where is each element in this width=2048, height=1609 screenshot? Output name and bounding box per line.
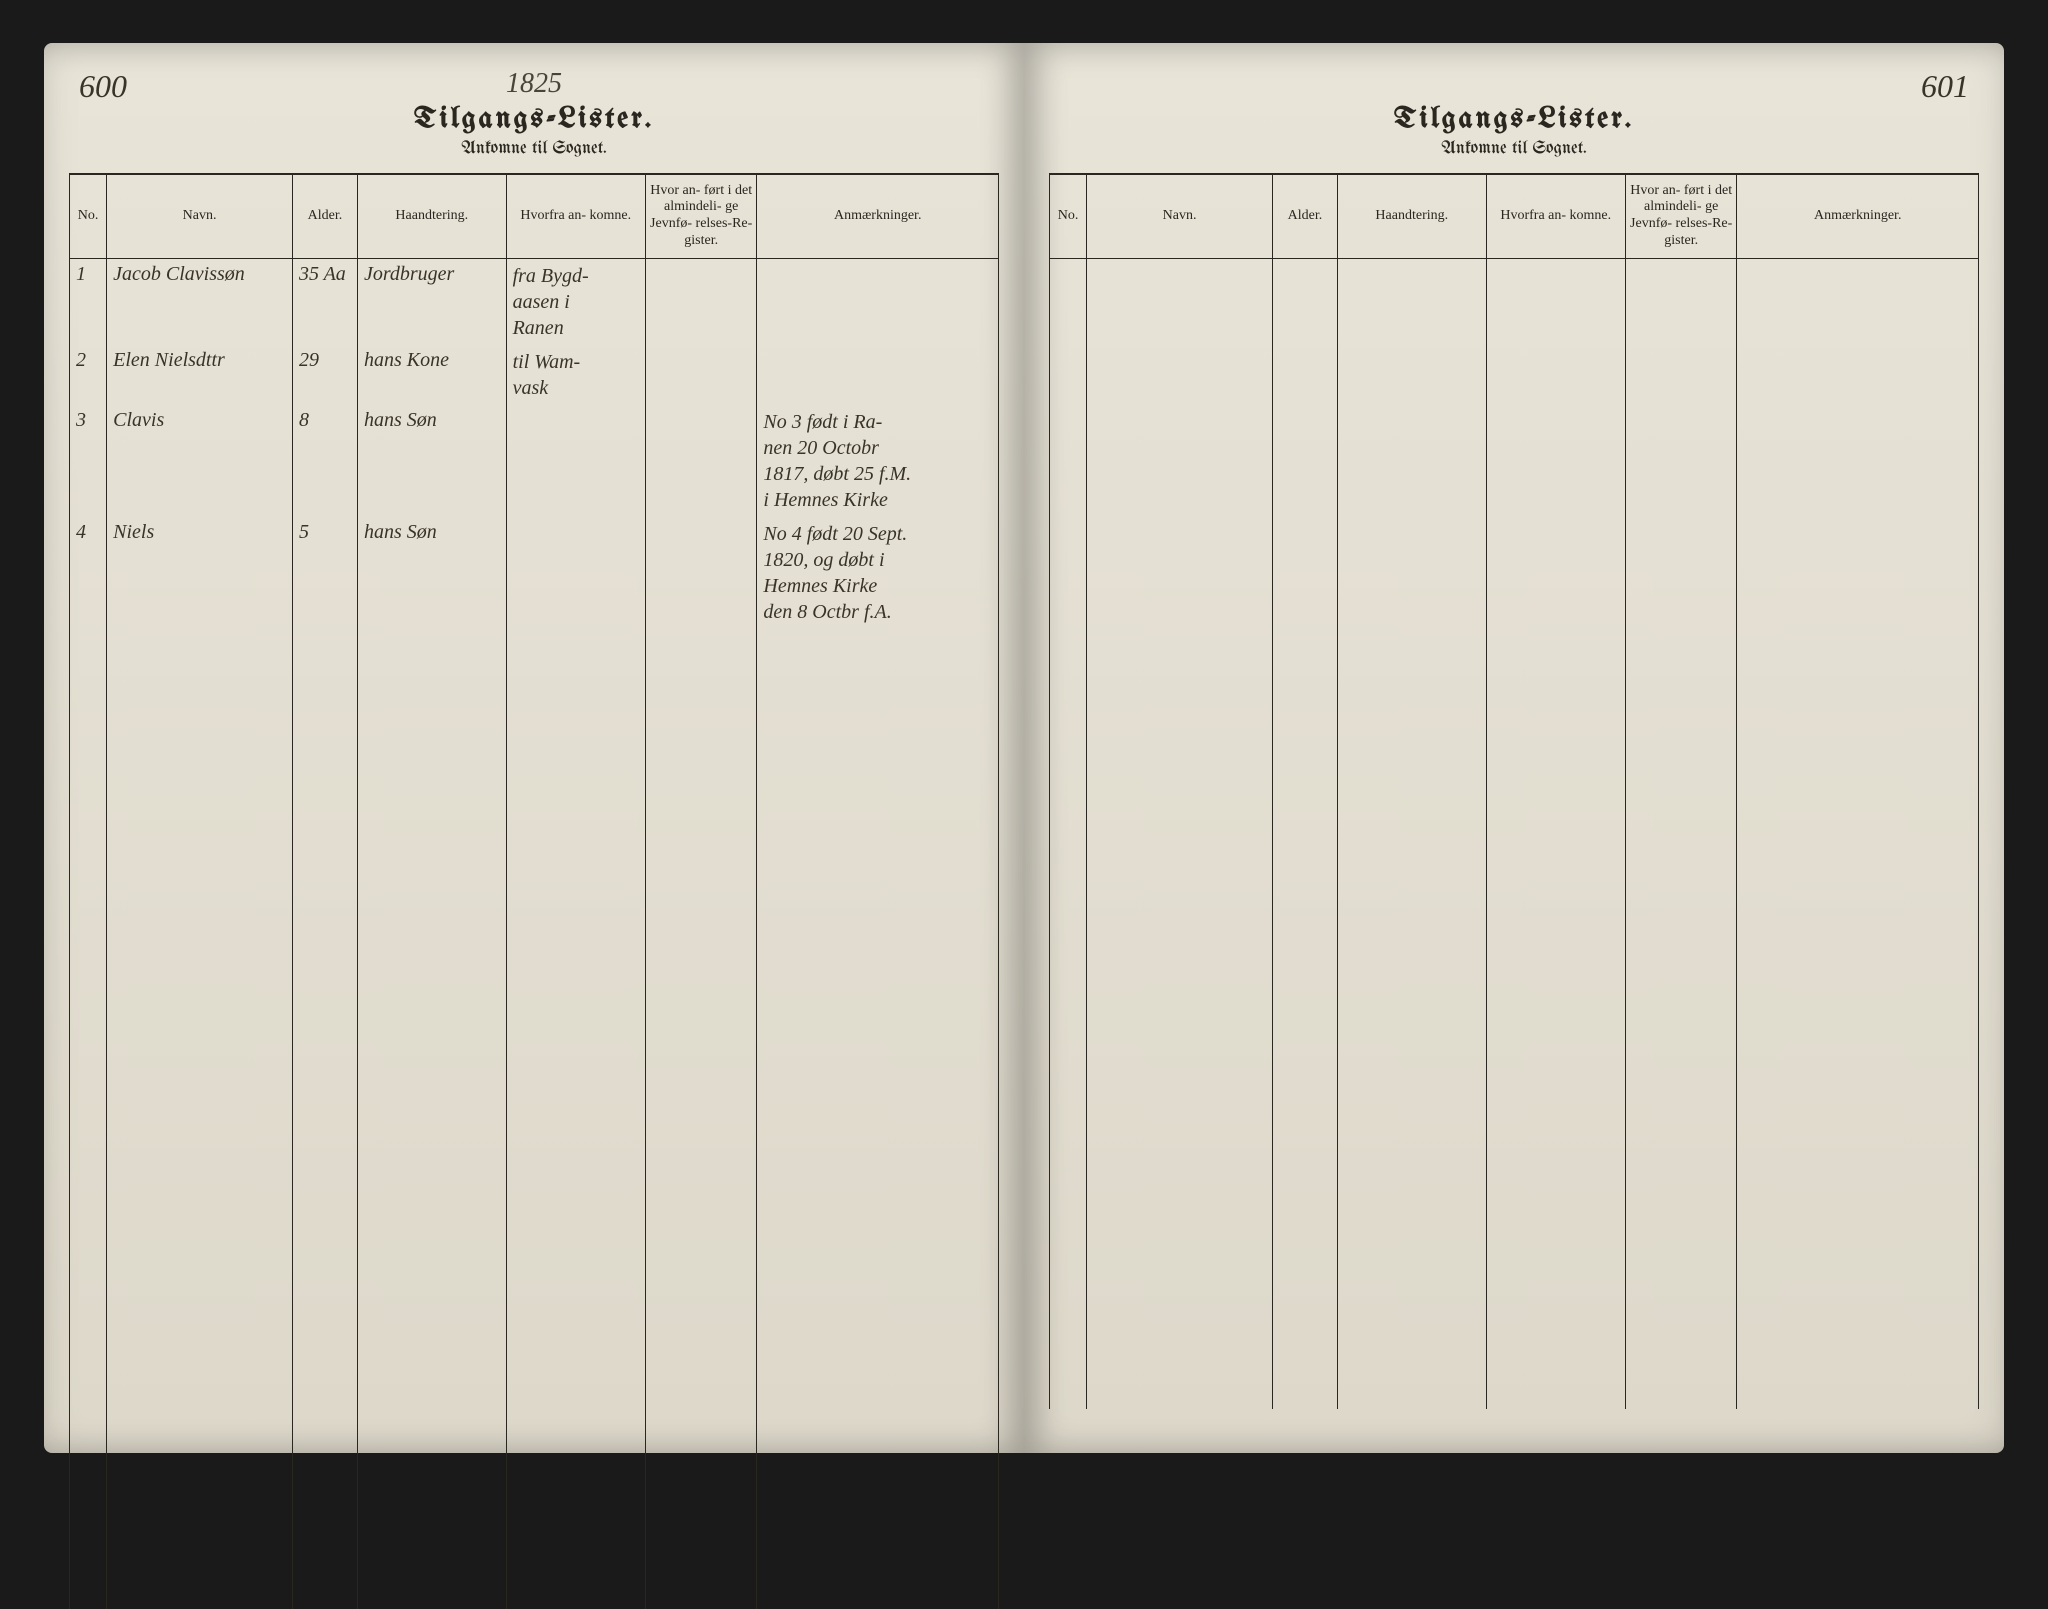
cell-notes xyxy=(757,259,999,346)
cell-no: 4 xyxy=(70,517,107,629)
cell-work: hans Søn xyxy=(357,517,506,629)
cell-from xyxy=(506,517,645,629)
cell-notes: No 4 født 20 Sept.1820, og døbt iHemnes … xyxy=(757,517,999,629)
table-row: 2Elen Nielsdttr29hans Konetil Wam-vask xyxy=(70,345,999,405)
col-header-no: No. xyxy=(1050,174,1087,259)
cell-work: Jordbruger xyxy=(357,259,506,346)
cell-work: hans Søn xyxy=(357,405,506,517)
filler-cell xyxy=(1625,259,1736,1409)
col-header-age: Alder. xyxy=(292,174,357,259)
filler-cell xyxy=(1050,259,1087,1409)
filler-cell xyxy=(1272,259,1337,1409)
filler-cell xyxy=(70,629,107,1609)
cell-from: fra Bygd-aasen iRanen xyxy=(506,259,645,346)
title-block-left: Tilgangs-Lister. Ankomne til Sognet. xyxy=(69,103,999,158)
cell-ref xyxy=(645,517,756,629)
filler-cell xyxy=(506,629,645,1609)
filler-cell xyxy=(1087,259,1273,1409)
cell-name: Niels xyxy=(107,517,293,629)
subtitle-right: Ankomne til Sognet. xyxy=(1049,139,1979,158)
col-header-no: No. xyxy=(70,174,107,259)
filler-cell xyxy=(292,629,357,1609)
ledger-table-left: No. Navn. Alder. Haandtering. Hvorfra an… xyxy=(69,173,999,1609)
table-row: 4Niels5hans Søn No 4 født 20 Sept.1820, o… xyxy=(70,517,999,629)
cell-no: 1 xyxy=(70,259,107,346)
filler-cell xyxy=(1337,259,1486,1409)
main-title-right: Tilgangs-Lister. xyxy=(1049,103,1979,135)
cell-work: hans Kone xyxy=(357,345,506,405)
col-header-work: Haandtering. xyxy=(1337,174,1486,259)
table-filler-row xyxy=(70,629,999,1609)
page-number-right: 601 xyxy=(1921,68,1969,105)
col-header-ref: Hvor an- ført i det almindeli- ge Jevnfø… xyxy=(645,174,756,259)
cell-name: Clavis xyxy=(107,405,293,517)
col-header-from: Hvorfra an- komne. xyxy=(506,174,645,259)
cell-from xyxy=(506,405,645,517)
cell-name: Elen Nielsdttr xyxy=(107,345,293,405)
cell-ref xyxy=(645,405,756,517)
cell-age: 35 Aa xyxy=(292,259,357,346)
cell-name: Jacob Clavissøn xyxy=(107,259,293,346)
cell-age: 5 xyxy=(292,517,357,629)
col-header-ref: Hvor an- ført i det almindeli- ge Jevnfø… xyxy=(1625,174,1736,259)
table-row: 1Jacob Clavissøn35 AaJordbrugerfra Bygd-… xyxy=(70,259,999,346)
filler-cell xyxy=(757,629,999,1609)
col-header-notes: Anmærkninger. xyxy=(1737,174,1979,259)
title-block-right: Tilgangs-Lister. Ankomne til Sognet. xyxy=(1049,103,1979,158)
filler-cell xyxy=(1737,259,1979,1409)
left-page: 600 1825 Tilgangs-Lister. Ankomne til So… xyxy=(44,43,1024,1453)
filler-cell xyxy=(1486,259,1625,1409)
cell-no: 2 xyxy=(70,345,107,405)
filler-cell xyxy=(357,629,506,1609)
cell-age: 29 xyxy=(292,345,357,405)
cell-ref xyxy=(645,259,756,346)
col-header-from: Hvorfra an- komne. xyxy=(1486,174,1625,259)
col-header-work: Haandtering. xyxy=(357,174,506,259)
cell-notes: No 3 født i Ra-nen 20 Octobr1817, døbt 2… xyxy=(757,405,999,517)
cell-ref xyxy=(645,345,756,405)
book-spread: 600 1825 Tilgangs-Lister. Ankomne til So… xyxy=(24,23,2024,1473)
filler-cell xyxy=(645,629,756,1609)
right-page: 601 Tilgangs-Lister. Ankomne til Sognet.… xyxy=(1024,43,2004,1453)
page-number-left: 600 xyxy=(79,68,127,105)
cell-no: 3 xyxy=(70,405,107,517)
col-header-name: Navn. xyxy=(107,174,293,259)
filler-cell xyxy=(107,629,293,1609)
cell-from: til Wam-vask xyxy=(506,345,645,405)
col-header-notes: Anmærkninger. xyxy=(757,174,999,259)
col-header-name: Navn. xyxy=(1087,174,1273,259)
table-filler-row xyxy=(1050,259,1979,1409)
ledger-table-right: No. Navn. Alder. Haandtering. Hvorfra an… xyxy=(1049,173,1979,1409)
year-heading: 1825 xyxy=(506,68,562,100)
cell-notes xyxy=(757,345,999,405)
main-title-left: Tilgangs-Lister. xyxy=(69,103,999,135)
col-header-age: Alder. xyxy=(1272,174,1337,259)
subtitle-left: Ankomne til Sognet. xyxy=(69,139,999,158)
cell-age: 8 xyxy=(292,405,357,517)
table-row: 3Clavis8hans Søn No 3 født i Ra-nen 20 Oc… xyxy=(70,405,999,517)
